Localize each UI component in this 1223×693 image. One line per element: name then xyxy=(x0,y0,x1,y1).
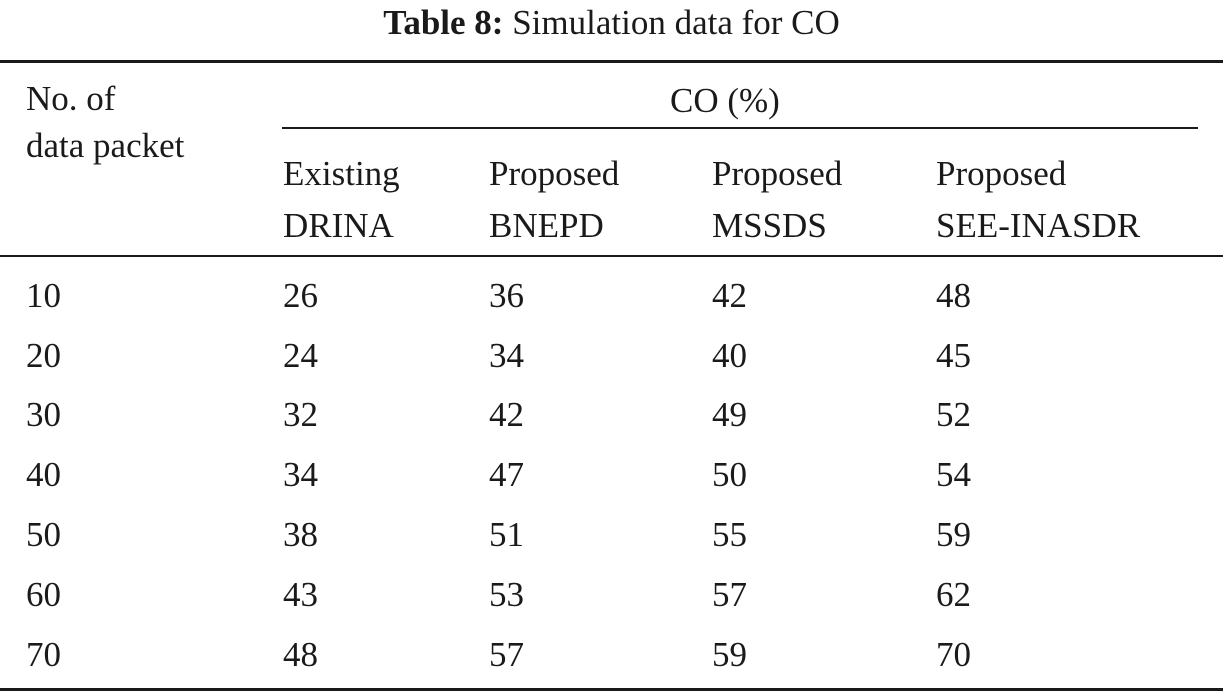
table-cell: 51 xyxy=(489,515,524,554)
table-cell: 45 xyxy=(936,336,971,375)
table-bottom-rule xyxy=(0,688,1223,691)
table-cell: 42 xyxy=(489,395,524,434)
table-cell: 34 xyxy=(283,455,318,494)
table-caption-text: Simulation data for CO xyxy=(512,3,840,42)
table-cell: 60 xyxy=(26,575,61,614)
table-cell: 70 xyxy=(936,635,971,674)
table-cell: 43 xyxy=(283,575,318,614)
table-cell: 53 xyxy=(489,575,524,614)
column-header-line1: Proposed xyxy=(489,154,620,193)
table-cell: 40 xyxy=(712,336,747,375)
column-header-see-inasdr: Proposed SEE-INASDR xyxy=(936,143,1140,257)
table-cell: 38 xyxy=(283,515,318,554)
table-cell: 30 xyxy=(26,395,61,434)
table-top-rule xyxy=(0,60,1223,63)
group-header: CO (%) xyxy=(670,81,780,120)
row-label-header: No. of data packet xyxy=(26,68,184,177)
column-header-line2: BNEPD xyxy=(489,206,604,245)
table-cell: 10 xyxy=(26,276,61,315)
table-caption-label: Table 8: xyxy=(383,3,504,42)
table-cell: 59 xyxy=(936,515,971,554)
column-header-line1: Existing xyxy=(283,154,400,193)
table-cell: 49 xyxy=(712,395,747,434)
column-header-line2: DRINA xyxy=(283,206,394,245)
table-cell: 50 xyxy=(712,455,747,494)
table-cell: 62 xyxy=(936,575,971,614)
row-label-line1: No. of xyxy=(26,79,116,118)
table-cell: 48 xyxy=(283,635,318,674)
table-cell: 50 xyxy=(26,515,61,554)
group-header-rule xyxy=(282,127,1198,129)
table-cell: 36 xyxy=(489,276,524,315)
column-header-bnepd: Proposed BNEPD xyxy=(489,143,619,257)
table-cell: 47 xyxy=(489,455,524,494)
column-header-drina: Existing DRINA xyxy=(283,143,400,257)
table-cell: 42 xyxy=(712,276,747,315)
table-cell: 52 xyxy=(936,395,971,434)
table-cell: 48 xyxy=(936,276,971,315)
column-header-line1: Proposed xyxy=(712,154,843,193)
table-caption: Table 8: Simulation data for CO xyxy=(0,0,1223,46)
table-cell: 26 xyxy=(283,276,318,315)
table-cell: 55 xyxy=(712,515,747,554)
table-cell: 54 xyxy=(936,455,971,494)
table-cell: 34 xyxy=(489,336,524,375)
header-bottom-rule xyxy=(0,255,1223,257)
table-cell: 70 xyxy=(26,635,61,674)
column-header-line1: Proposed xyxy=(936,154,1067,193)
table-cell: 57 xyxy=(489,635,524,674)
column-header-mssds: Proposed MSSDS xyxy=(712,143,842,257)
table-cell: 57 xyxy=(712,575,747,614)
column-header-line2: MSSDS xyxy=(712,206,827,245)
table-cell: 20 xyxy=(26,336,61,375)
column-header-line2: SEE-INASDR xyxy=(936,206,1141,245)
row-label-line2: data packet xyxy=(26,126,185,165)
table-cell: 59 xyxy=(712,635,747,674)
table-cell: 32 xyxy=(283,395,318,434)
table-cell: 24 xyxy=(283,336,318,375)
table-cell: 40 xyxy=(26,455,61,494)
